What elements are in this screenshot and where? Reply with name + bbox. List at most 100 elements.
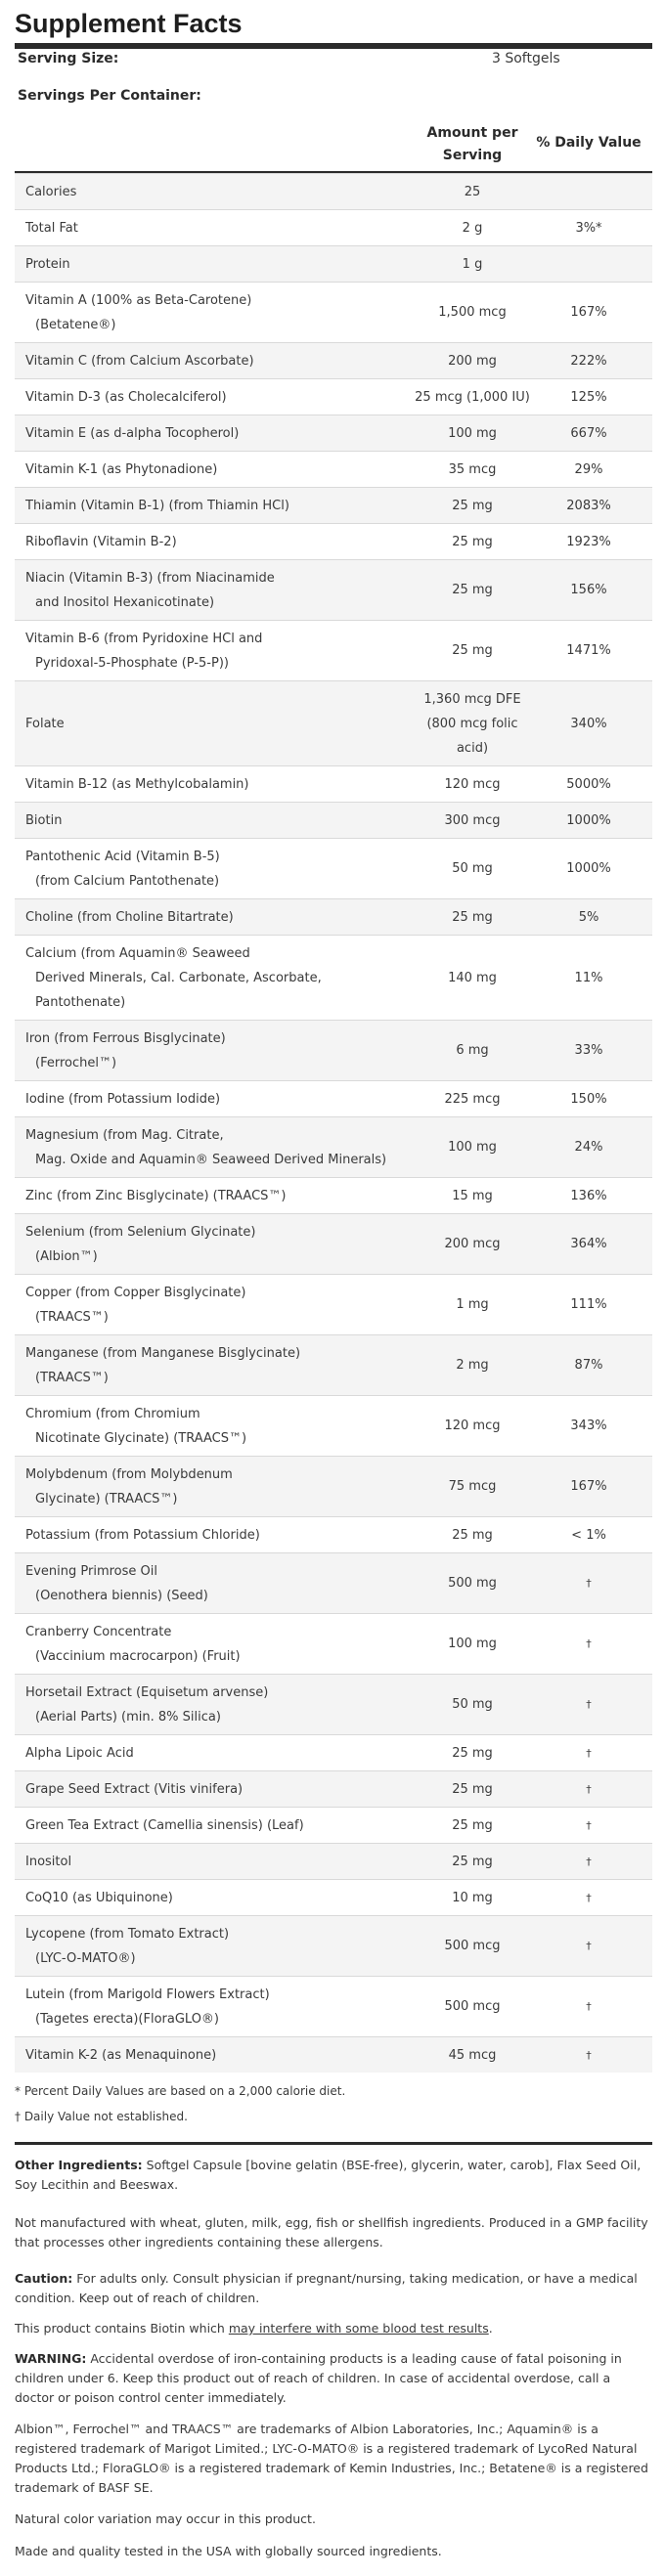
nutrient-name: Vitamin K-2 (as Menaquinone): [25, 2037, 412, 2073]
nutrient-name-line: Iron (from Ferrous Bisglycinate): [25, 1030, 226, 1046]
nutrient-name: Calories: [25, 174, 412, 209]
nutrient-name: Folate: [25, 681, 412, 765]
nutrient-name-line: Evening Primrose Oil: [25, 1563, 157, 1579]
biotin-note: This product contains Biotin which may i…: [15, 2319, 650, 2338]
nutrient-name-line: (Tagetes erecta)(FloraGLO®): [35, 2011, 219, 2027]
nutrient-amount-line: 2 g: [462, 220, 483, 236]
nutrient-amount-line: 25 mg: [452, 1817, 493, 1833]
nutrient-name: Vitamin C (from Calcium Ascorbate): [25, 343, 412, 378]
nutrient-daily-value: 33%: [574, 1043, 603, 1058]
nutrient-name-line: Biotin: [25, 812, 63, 828]
nutrient-amount-line: 2 mg: [456, 1358, 489, 1373]
nutrient-row: Pantothenic Acid (Vitamin B-5) (from Calc…: [15, 838, 652, 898]
nutrient-amount: 100 mg: [411, 415, 534, 451]
nutrient-row: Magnesium (from Mag. Citrate, Mag. Oxide …: [15, 1116, 652, 1177]
nutrient-daily-value: 3%*: [575, 220, 602, 236]
nutrient-name: Evening Primrose Oil (Oenothera biennis) …: [25, 1553, 412, 1613]
nutrient-amount: 25: [411, 174, 534, 209]
nutrient-amount: 25 mg: [411, 1808, 534, 1843]
nutrient-row: Evening Primrose Oil (Oenothera biennis) …: [15, 1552, 652, 1613]
nutrient-amount: 1,360 mcg DFE (800 mcg folic acid): [411, 681, 534, 765]
nutrient-daily-value: < 1%: [571, 1527, 606, 1543]
nutrient-name-line: (LYC-O-MATO®): [35, 1950, 136, 1966]
blood-test-link[interactable]: may interfere with some blood test resul…: [228, 2321, 489, 2336]
nutrient-amount-line: 1 mg: [456, 1297, 489, 1312]
nutrient-row: Iodine (from Potassium Iodide) 225 mcg 150…: [15, 1080, 652, 1116]
nutrient-row: Vitamin D-3 (as Cholecalciferol) 25 mcg (…: [15, 378, 652, 415]
nutrient-name: Riboflavin (Vitamin B-2): [25, 524, 412, 559]
nutrient-daily-value: 2083%: [566, 498, 611, 513]
nutrient-amount-line: 10 mg: [452, 1890, 493, 1905]
nutrient-name: Vitamin B-12 (as Methylcobalamin): [25, 766, 412, 802]
nutrient-row: Total Fat 2 g 3%*: [15, 209, 652, 245]
bottom-divider: [15, 2142, 652, 2145]
nutrient-amount: 2 mg: [411, 1335, 534, 1395]
nutrient-name: Vitamin K-1 (as Phytonadione): [25, 452, 412, 487]
nutrient-amount: 75 mcg: [411, 1457, 534, 1516]
nutrient-row: Lutein (from Marigold Flowers Extract) (T…: [15, 1976, 652, 2036]
nutrient-row: Choline (from Choline Bitartrate) 25 mg 5%: [15, 898, 652, 935]
nutrient-name-line: Green Tea Extract (Camellia sinensis) (L…: [25, 1817, 304, 1833]
nutrient-row: Lycopene (from Tomato Extract) (LYC-O-MAT…: [15, 1915, 652, 1976]
caution-note: Caution: For adults only. Consult physic…: [15, 2269, 650, 2308]
nutrient-row: Cranberry Concentrate (Vaccinium macrocar…: [15, 1613, 652, 1674]
nutrient-name-line: (Ferrochel™): [35, 1055, 117, 1070]
nutrient-name-line: (Albion™): [35, 1248, 98, 1264]
nutrient-name: CoQ10 (as Ubiquinone): [25, 1880, 412, 1915]
nutrient-name-line: Selenium (from Selenium Glycinate): [25, 1224, 256, 1240]
nutrient-amount-line: 25 mg: [452, 1527, 493, 1543]
nutrient-row: Copper (from Copper Bisglycinate) (TRAACS…: [15, 1274, 652, 1334]
nutrient-amount: 25 mg: [411, 1735, 534, 1770]
nutrient-name-line: Vitamin C (from Calcium Ascorbate): [25, 353, 254, 369]
nutrient-daily-value: 11%: [574, 970, 603, 985]
nutrient-row: CoQ10 (as Ubiquinone) 10 mg †: [15, 1879, 652, 1915]
nutrient-amount: 120 mcg: [411, 766, 534, 802]
nutrient-daily-value: 364%: [570, 1237, 607, 1251]
nutrient-name: Calcium (from Aquamin® Seaweed Derived Mi…: [25, 936, 412, 1020]
nutrient-name: Biotin: [25, 803, 412, 838]
nutrient-name-line: Calcium (from Aquamin® Seaweed: [25, 945, 250, 961]
nutrient-name-line: Inositol: [25, 1854, 72, 1869]
nutrient-row: Niacin (Vitamin B-3) (from Niacinamide an…: [15, 559, 652, 620]
nutrient-amount: 500 mg: [411, 1553, 534, 1613]
nutrient-amount: 6 mg: [411, 1021, 534, 1080]
nutrient-name-line: (from Calcium Pantothenate): [35, 873, 220, 889]
nutrient-amount: 100 mg: [411, 1614, 534, 1674]
nutrient-amount: 15 mg: [411, 1178, 534, 1213]
nutrient-amount-line: 1,360 mcg DFE: [423, 691, 521, 707]
nutrient-name: Manganese (from Manganese Bisglycinate) (…: [25, 1335, 412, 1395]
nutrient-row: Thiamin (Vitamin B-1) (from Thiamin HCl)…: [15, 487, 652, 523]
made-in-usa-note: Made and quality tested in the USA with …: [15, 2544, 442, 2558]
nutrient-amount-line: 35 mcg: [448, 461, 497, 477]
nutrient-amount: 500 mcg: [411, 1977, 534, 2036]
nutrient-amount-line: 120 mcg: [444, 776, 501, 792]
nutrient-name: Chromium (from Chromium Nicotinate Glycin…: [25, 1396, 412, 1456]
nutrient-name-line: (Aerial Parts) (min. 8% Silica): [35, 1709, 221, 1725]
nutrient-row: Riboflavin (Vitamin B-2) 25 mg 1923%: [15, 523, 652, 559]
nutrient-amount-line: 225 mcg: [444, 1091, 501, 1107]
nutrient-name: Vitamin A (100% as Beta-Carotene) (Betate…: [25, 283, 412, 342]
biotin-note-end: .: [488, 2321, 493, 2336]
nutrient-row: Folate 1,360 mcg DFE (800 mcg folic acid) 34…: [15, 680, 652, 765]
nutrient-name-line: Glycinate) (TRAACS™): [35, 1491, 178, 1506]
nutrient-row: Potassium (from Potassium Chloride) 25 mg…: [15, 1516, 652, 1552]
nutrient-name-line: Vitamin K-2 (as Menaquinone): [25, 2047, 217, 2063]
nutrient-amount-line: 25 mcg (1,000 IU): [415, 389, 530, 405]
nutrient-name-line: (Vaccinium macrocarpon) (Fruit): [35, 1648, 241, 1664]
nutrient-name: Molybdenum (from Molybdenum Glycinate) (T…: [25, 1457, 412, 1516]
nutrient-amount-line: 25: [464, 184, 481, 199]
nutrient-amount: 120 mcg: [411, 1396, 534, 1456]
nutrient-daily-value: †: [586, 1940, 592, 1952]
nutrient-name-line: Vitamin D-3 (as Cholecalciferol): [25, 389, 227, 405]
nutrient-row: Green Tea Extract (Camellia sinensis) (L…: [15, 1807, 652, 1843]
nutrient-name-line: CoQ10 (as Ubiquinone): [25, 1890, 173, 1905]
nutrient-name: Iodine (from Potassium Iodide): [25, 1081, 412, 1116]
nutrient-name-line: (Oenothera biennis) (Seed): [35, 1588, 208, 1603]
nutrient-name: Horsetail Extract (Equisetum arvense) (Ae…: [25, 1675, 412, 1734]
nutrient-row: Molybdenum (from Molybdenum Glycinate) (T…: [15, 1456, 652, 1516]
nutrient-amount: 25 mg: [411, 899, 534, 935]
nutrient-name-line: Magnesium (from Mag. Citrate,: [25, 1127, 224, 1143]
nutrient-amount-line: (800 mcg folic: [426, 716, 518, 731]
nutrient-name: Magnesium (from Mag. Citrate, Mag. Oxide …: [25, 1117, 412, 1177]
nutrient-amount: 140 mg: [411, 936, 534, 1020]
